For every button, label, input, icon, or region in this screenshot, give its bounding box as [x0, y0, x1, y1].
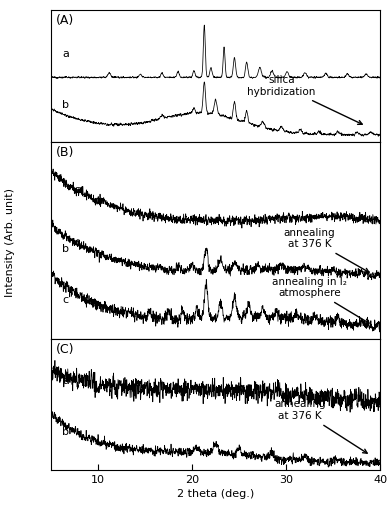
Text: b: b — [62, 244, 69, 254]
Text: annealing
at 376 K: annealing at 376 K — [274, 400, 367, 453]
Text: a: a — [74, 185, 82, 195]
Text: (B): (B) — [56, 146, 74, 159]
Text: a: a — [62, 376, 69, 386]
Text: annealing in I₂
atmosphere: annealing in I₂ atmosphere — [272, 277, 369, 323]
Text: annealing
at 376 K: annealing at 376 K — [284, 227, 369, 272]
Text: (C): (C) — [56, 343, 74, 356]
Text: 2 theta (deg.): 2 theta (deg.) — [177, 489, 254, 499]
Text: a: a — [62, 50, 69, 59]
Text: c: c — [62, 295, 68, 305]
Text: silica
hybridization: silica hybridization — [247, 75, 362, 125]
Text: b: b — [62, 100, 69, 111]
Text: (A): (A) — [56, 14, 74, 27]
Text: b: b — [62, 427, 69, 437]
Text: Intensity (Arb. unit): Intensity (Arb. unit) — [5, 189, 15, 297]
